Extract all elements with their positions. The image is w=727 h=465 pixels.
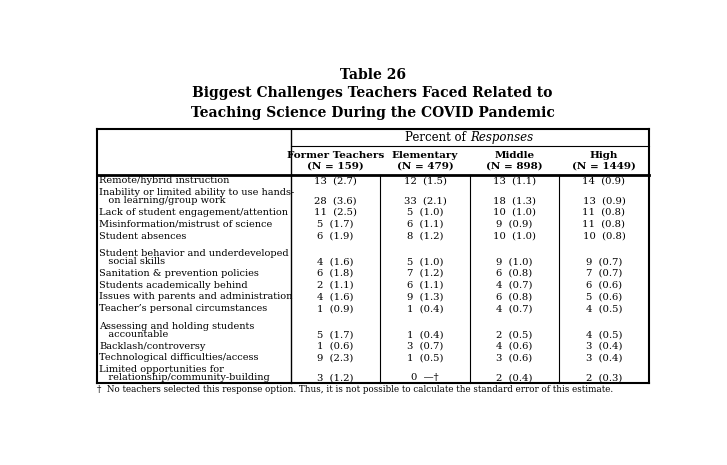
Text: 9  (1.3): 9 (1.3)	[407, 292, 443, 301]
Text: 6  (0.8): 6 (0.8)	[497, 292, 533, 301]
Text: Former Teachers
(N = 159): Former Teachers (N = 159)	[287, 151, 385, 170]
Text: 5  (0.6): 5 (0.6)	[586, 292, 622, 301]
Text: social skills: social skills	[100, 258, 166, 266]
Text: 5  (1.7): 5 (1.7)	[318, 219, 354, 229]
Text: Remote/hybrid instruction: Remote/hybrid instruction	[100, 176, 230, 186]
Text: 2  (1.1): 2 (1.1)	[317, 281, 354, 290]
Text: Middle
(N = 898): Middle (N = 898)	[486, 151, 543, 170]
Text: 13  (0.9): 13 (0.9)	[582, 196, 625, 206]
Text: 1  (0.9): 1 (0.9)	[318, 304, 354, 313]
Text: accountable: accountable	[100, 330, 169, 339]
Text: 2  (0.4): 2 (0.4)	[497, 373, 533, 382]
Text: 7  (1.2): 7 (1.2)	[407, 269, 443, 278]
Text: 11  (2.5): 11 (2.5)	[314, 208, 357, 217]
Text: Technological difficulties/access: Technological difficulties/access	[100, 353, 259, 362]
Text: 4  (1.6): 4 (1.6)	[318, 292, 354, 301]
Text: 5  (1.0): 5 (1.0)	[407, 208, 443, 217]
Text: on learning/group work: on learning/group work	[100, 196, 226, 206]
Text: †  No teachers selected this response option. Thus, it is not possible to calcul: † No teachers selected this response opt…	[97, 385, 613, 394]
Text: 33  (2.1): 33 (2.1)	[403, 196, 446, 206]
Text: High
(N = 1449): High (N = 1449)	[572, 151, 636, 170]
Text: Teacher’s personal circumstances: Teacher’s personal circumstances	[100, 304, 268, 313]
Text: Table 26: Table 26	[340, 68, 406, 82]
Text: 12  (1.5): 12 (1.5)	[403, 176, 446, 186]
Text: 9  (0.7): 9 (0.7)	[586, 258, 622, 266]
Text: 11  (0.8): 11 (0.8)	[582, 219, 625, 229]
Text: 13  (2.7): 13 (2.7)	[314, 176, 357, 186]
Text: 6  (1.9): 6 (1.9)	[318, 232, 354, 240]
Text: Lack of student engagement/attention: Lack of student engagement/attention	[100, 208, 289, 217]
Text: 6  (0.8): 6 (0.8)	[497, 269, 533, 278]
Text: 4  (1.6): 4 (1.6)	[318, 258, 354, 266]
Text: Issues with parents and administration: Issues with parents and administration	[100, 292, 293, 301]
Text: 4  (0.5): 4 (0.5)	[586, 330, 622, 339]
Text: 1  (0.4): 1 (0.4)	[406, 304, 443, 313]
Text: 3  (0.7): 3 (0.7)	[407, 342, 443, 351]
Text: 3  (0.4): 3 (0.4)	[586, 342, 622, 351]
Text: 3  (0.6): 3 (0.6)	[497, 353, 533, 362]
Text: Students academically behind: Students academically behind	[100, 281, 248, 290]
Text: Student behavior and underdeveloped: Student behavior and underdeveloped	[100, 249, 289, 258]
Text: 1  (0.5): 1 (0.5)	[407, 353, 443, 362]
Text: 10  (1.0): 10 (1.0)	[493, 232, 536, 240]
Text: 13  (1.1): 13 (1.1)	[493, 176, 536, 186]
Text: 5  (1.0): 5 (1.0)	[407, 258, 443, 266]
Text: 7  (0.7): 7 (0.7)	[586, 269, 622, 278]
Text: 2  (0.3): 2 (0.3)	[586, 373, 622, 382]
Text: Teaching Science During the COVID Pandemic: Teaching Science During the COVID Pandem…	[190, 106, 555, 120]
Text: 1  (0.6): 1 (0.6)	[318, 342, 354, 351]
Text: Assessing and holding students: Assessing and holding students	[100, 322, 254, 331]
Text: Backlash/controversy: Backlash/controversy	[100, 342, 206, 351]
Text: 18  (1.3): 18 (1.3)	[493, 196, 536, 206]
Text: Percent of: Percent of	[405, 131, 470, 144]
Text: 3  (0.4): 3 (0.4)	[586, 353, 622, 362]
Text: 10  (0.8): 10 (0.8)	[582, 232, 625, 240]
Text: 9  (0.9): 9 (0.9)	[497, 219, 533, 229]
Text: 14  (0.9): 14 (0.9)	[582, 176, 625, 186]
Text: 2  (0.5): 2 (0.5)	[497, 330, 533, 339]
Text: 4  (0.7): 4 (0.7)	[497, 304, 533, 313]
Text: 4  (0.6): 4 (0.6)	[497, 342, 533, 351]
Text: 6  (1.1): 6 (1.1)	[407, 219, 443, 229]
Text: Misinformation/mistrust of science: Misinformation/mistrust of science	[100, 219, 273, 229]
Text: Student absences: Student absences	[100, 232, 187, 240]
Text: 6  (1.1): 6 (1.1)	[407, 281, 443, 290]
Text: Limited opportunities for: Limited opportunities for	[100, 365, 224, 374]
Text: 1  (0.4): 1 (0.4)	[406, 330, 443, 339]
Text: 4  (0.5): 4 (0.5)	[586, 304, 622, 313]
Text: relationship/community-building: relationship/community-building	[100, 373, 270, 382]
Text: Biggest Challenges Teachers Faced Related to: Biggest Challenges Teachers Faced Relate…	[193, 86, 553, 100]
Text: Inability or limited ability to use hands-: Inability or limited ability to use hand…	[100, 188, 294, 197]
Text: Responses: Responses	[470, 131, 533, 144]
Text: 8  (1.2): 8 (1.2)	[407, 232, 443, 240]
Text: 9  (2.3): 9 (2.3)	[318, 353, 354, 362]
Text: 5  (1.7): 5 (1.7)	[318, 330, 354, 339]
Text: 28  (3.6): 28 (3.6)	[314, 196, 357, 206]
Text: 9  (1.0): 9 (1.0)	[497, 258, 533, 266]
Text: 6  (0.6): 6 (0.6)	[586, 281, 622, 290]
Text: 3  (1.2): 3 (1.2)	[318, 373, 354, 382]
Text: 10  (1.0): 10 (1.0)	[493, 208, 536, 217]
Text: 4  (0.7): 4 (0.7)	[497, 281, 533, 290]
Text: Elementary
(N = 479): Elementary (N = 479)	[392, 151, 458, 170]
Text: 11  (0.8): 11 (0.8)	[582, 208, 625, 217]
Text: Sanitation & prevention policies: Sanitation & prevention policies	[100, 269, 260, 278]
Text: 0  —†: 0 —†	[411, 373, 439, 382]
Text: 6  (1.8): 6 (1.8)	[318, 269, 354, 278]
